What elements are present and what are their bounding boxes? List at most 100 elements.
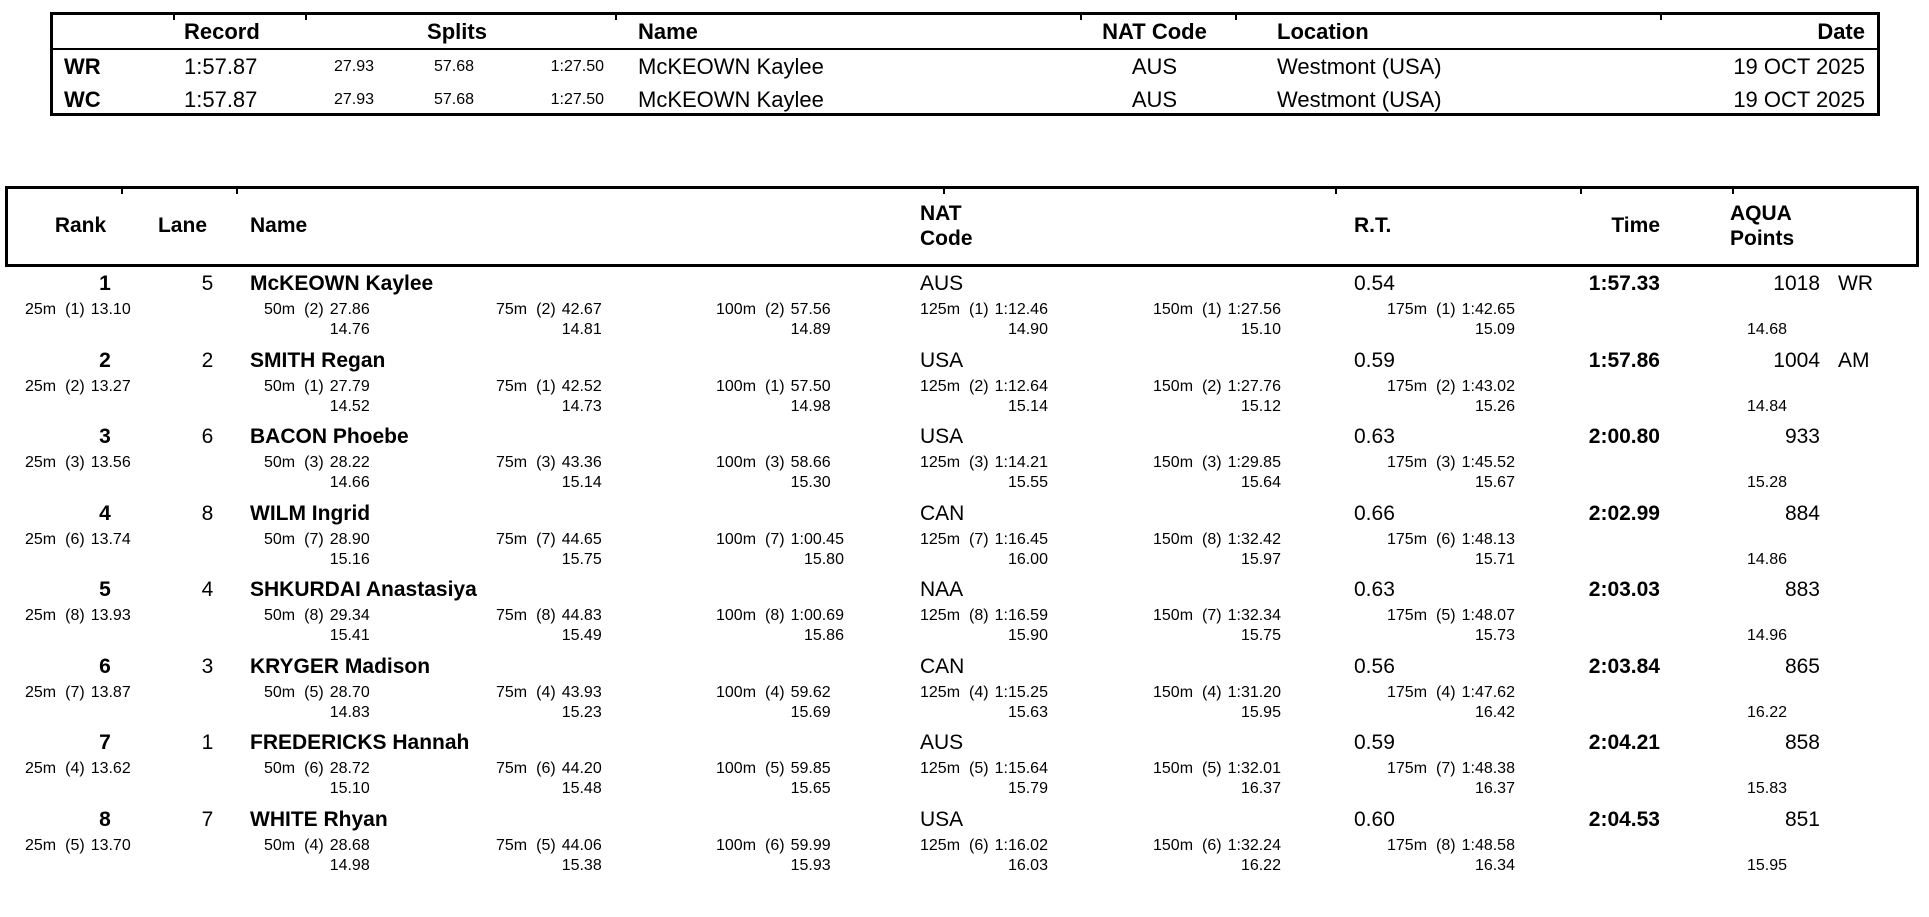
result-row: 8 7 WHITE Rhyan USA 0.60 2:04.53 851 15.… (0, 806, 1929, 883)
split-distance: 175m (1387, 454, 1428, 471)
split-cell: 175m (8) 1:48.58 16.34 (1387, 836, 1515, 876)
split-distance: 125m (920, 301, 961, 318)
athlete-name: SHKURDAI Anastasiya (250, 578, 477, 601)
split-position: (5) (1436, 607, 1456, 624)
split-cumulative: 75m (8) 44.83 (496, 606, 602, 626)
nat-code-value: NAA (920, 578, 964, 601)
split-time: 42.52 (561, 377, 602, 395)
split-cell: 150m (5) 1:32.01 16.37 (1153, 759, 1281, 799)
final-time-value: 2:04.53 (1588, 807, 1660, 831)
split-lap-diff: 15.16 (329, 550, 370, 568)
records-header-splits: Splits (427, 18, 487, 44)
split-lap-diff: 16.37 (1474, 780, 1515, 797)
records-header-name: Name (638, 18, 698, 44)
final-time-value: 1:57.33 (1588, 272, 1660, 295)
split-cumulative: 150m (2) 1:27.76 (1153, 377, 1281, 397)
split-distance: 50m (264, 454, 296, 471)
split-cumulative: 50m (5) 28.70 (264, 683, 370, 703)
split-distance: 175m (1387, 683, 1428, 701)
split-distance: 50m (264, 301, 296, 318)
results-header-points-line1: AQUA (1730, 202, 1792, 225)
record-holder-name: McKEOWN Kaylee (638, 86, 824, 112)
split-time: 44.83 (561, 607, 602, 624)
split-cumulative: 100m (6) 59.99 (716, 836, 831, 856)
split-position: (7) (304, 530, 324, 548)
split-cumulative: 150m (7) 1:32.34 (1153, 606, 1281, 626)
split-distance: 25m (25, 607, 57, 624)
records-header-nat-code: NAT Code (1102, 18, 1207, 44)
split-position: (6) (304, 760, 324, 777)
results-header-lane: Lane (157, 214, 207, 237)
split-distance: 75m (496, 530, 528, 548)
split-cumulative: 25m (1) 13.10 (25, 300, 131, 320)
split-cell: 175m (5) 1:48.07 15.73 (1387, 606, 1515, 646)
lane-value: 2 (201, 348, 214, 372)
split-time: 1:16.45 (994, 530, 1048, 548)
split-distance: 175m (1387, 607, 1428, 624)
split-distance: 150m (1153, 530, 1194, 548)
split-distance: 50m (264, 836, 296, 854)
split-time: 28.72 (329, 760, 370, 777)
record-row: WR 1:57.87 27.93 57.68 1:27.50 McKEOWN K… (53, 50, 1877, 83)
rank-value: 1 (99, 272, 111, 295)
splits-line: 14.68 25m (1) 13.10 50m (2) 27.86 14.76 75m (2) 4… (0, 300, 1929, 346)
split-position: (6) (765, 836, 785, 854)
split-time: 1:29.85 (1227, 454, 1281, 471)
reaction-time-value: 0.60 (1354, 807, 1395, 831)
split-cell: 150m (6) 1:32.24 16.22 (1153, 836, 1281, 876)
split-position: (7) (1436, 760, 1456, 777)
column-tick (1335, 189, 1337, 194)
split-position: (8) (1436, 836, 1456, 854)
results-header-nat-code: NAT Code (920, 201, 973, 251)
split-lap-diff: 14.98 (790, 397, 831, 415)
final-lap-diff: 14.96 (1746, 627, 1787, 644)
split-distance: 100m (716, 836, 757, 854)
split-cell: 50m (7) 28.90 15.16 (264, 530, 370, 570)
split-cumulative: 175m (3) 1:45.52 (1387, 453, 1515, 473)
split-cumulative: 50m (6) 28.72 (264, 759, 370, 779)
split-cell: 150m (8) 1:32.42 15.97 (1153, 530, 1281, 570)
splits-line: 15.95 25m (5) 13.70 50m (4) 28.68 14.98 75m (5) 4… (0, 836, 1929, 882)
split-cell: 100m (8) 1:00.69 15.86 (716, 606, 844, 646)
split-distance: 50m (264, 760, 296, 777)
split-lap-diff: 15.63 (1007, 703, 1048, 721)
split-distance: 150m (1153, 377, 1194, 395)
record-split-100: 57.68 (433, 90, 474, 108)
split-cumulative: 50m (1) 27.79 (264, 377, 370, 397)
split-cell: 175m (4) 1:47.62 16.42 (1387, 683, 1515, 723)
split-time: 13.27 (90, 377, 131, 395)
split-position: (3) (65, 454, 85, 471)
split-cumulative: 150m (8) 1:32.42 (1153, 530, 1281, 550)
results-header-points: AQUA Points (1730, 201, 1794, 251)
nat-code-value: USA (920, 807, 964, 831)
results-header-time: Time (1611, 214, 1660, 237)
split-position: (4) (1436, 683, 1456, 701)
results-header-rank: Rank (54, 214, 107, 237)
split-cumulative: 25m (5) 13.70 (25, 836, 131, 856)
split-cell: 125m (7) 1:16.45 16.00 (920, 530, 1048, 570)
record-badge: WR (1838, 272, 1873, 295)
split-cell: 150m (7) 1:32.34 15.75 (1153, 606, 1281, 646)
lane-value: 1 (201, 731, 214, 754)
split-lap-diff: 15.71 (1474, 550, 1515, 568)
split-cell: 150m (1) 1:27.56 15.10 (1153, 300, 1281, 340)
split-cumulative: 25m (3) 13.56 (25, 453, 131, 473)
split-cumulative: 100m (3) 58.66 (716, 453, 831, 473)
split-cumulative: 125m (7) 1:16.45 (920, 530, 1048, 550)
split-cumulative: 50m (2) 27.86 (264, 300, 370, 320)
split-time: 57.50 (790, 377, 831, 395)
split-distance: 50m (264, 683, 296, 701)
splits-line: 14.86 25m (6) 13.74 50m (7) 28.90 15.16 75m (7) 4… (0, 530, 1929, 576)
split-lap-diff: 15.14 (1007, 397, 1048, 415)
split-lap-diff (25, 397, 131, 417)
split-lap-diff: 15.10 (1240, 321, 1281, 338)
split-position: (8) (1202, 530, 1222, 548)
record-location: Westmont (USA) (1277, 86, 1442, 112)
split-distance: 175m (1387, 377, 1428, 395)
split-cell: 50m (8) 29.34 15.41 (264, 606, 370, 646)
lane-value: 6 (201, 425, 214, 448)
split-cumulative: 150m (3) 1:29.85 (1153, 453, 1281, 473)
split-position: (3) (1202, 454, 1222, 471)
athlete-name: KRYGER Madison (250, 654, 431, 678)
split-distance: 50m (264, 377, 296, 395)
